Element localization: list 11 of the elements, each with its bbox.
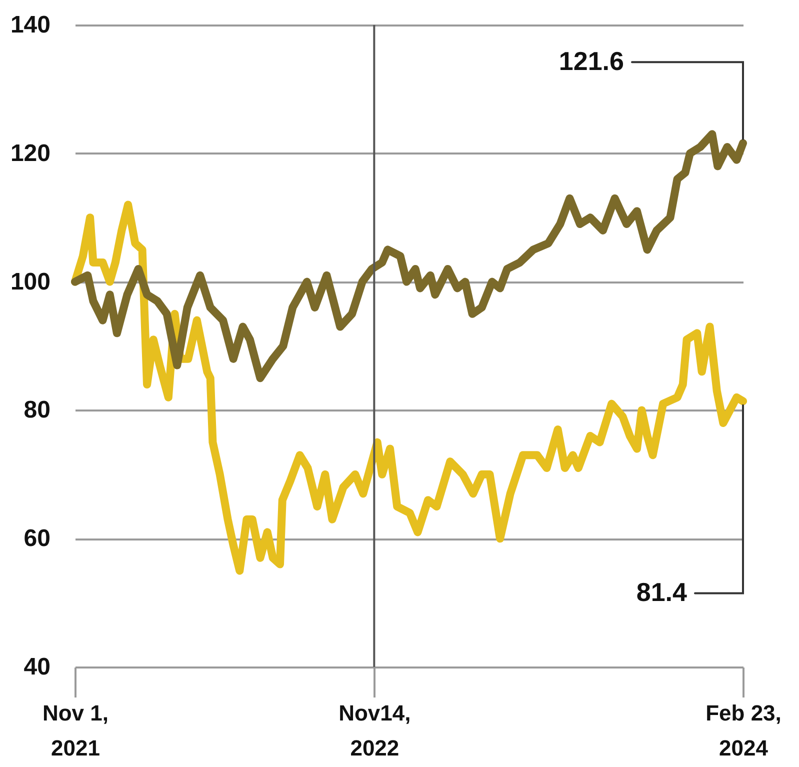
x-tick-label: Nov 1, 2021 (42, 700, 109, 760)
y-tick-label: 60 (24, 525, 50, 552)
x-tick-label: Feb 23, 2024 (706, 700, 782, 760)
y-tick-label: 80 (24, 396, 50, 424)
y-tick-label: 140 (10, 12, 50, 38)
annotation: 121.6 (558, 46, 624, 76)
y-tick-label: 120 (10, 140, 50, 167)
x-tick-label: Nov14, 2022 (338, 700, 411, 760)
y-tick-label: 40 (24, 654, 50, 680)
y-tick-label: 100 (10, 268, 50, 296)
annotation: 81.4 (636, 577, 688, 608)
